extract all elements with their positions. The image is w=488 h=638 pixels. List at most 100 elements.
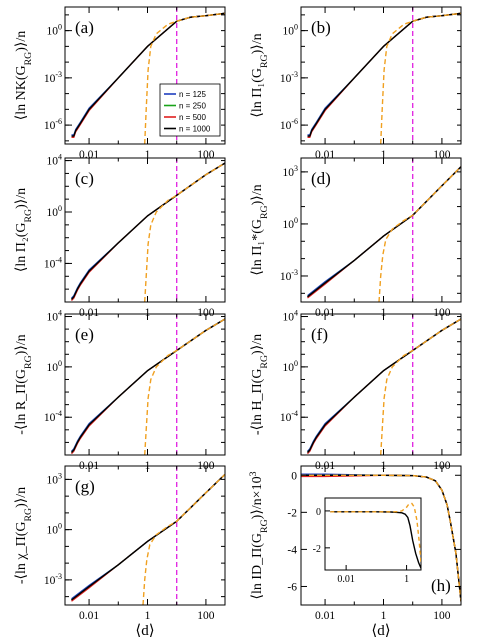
x-axis-label: ⟨d⟩ <box>371 623 390 638</box>
y-tick-label: 100 <box>283 216 299 231</box>
plot-frame <box>300 465 462 606</box>
y-tick-label: 10-6 <box>280 117 298 132</box>
y-tick-label: 104 <box>47 153 63 168</box>
panel-h: 0.01 1 100 0 -2 -4 -6 (h) ⟨ln ID_Π(GRG)⟩/n×103 ⟨d… <box>248 465 462 638</box>
y-axis-label: -⟨ln χ_Π(GRG)⟩/n <box>14 487 34 584</box>
x-axis-label: ⟨d⟩ <box>135 623 154 638</box>
panel-label: (b) <box>311 18 331 37</box>
inset-y-tick-label: -2 <box>313 544 321 555</box>
series-n-500 <box>71 162 225 302</box>
panel-d: 0.01 1 100 103 100 10-3 (d) ⟨ln Π₁*(GRG)⟩/n <box>250 157 462 319</box>
y-tick-label: 100 <box>47 522 63 537</box>
y-tick-label: 10-3 <box>280 70 298 85</box>
plot-frame <box>300 6 462 145</box>
series-n-1000 <box>70 162 225 300</box>
series-n-1000 <box>301 474 461 602</box>
inset-series <box>330 511 421 569</box>
series-n-125 <box>307 318 461 452</box>
panel-label: (f) <box>311 325 328 344</box>
plot-frame <box>64 465 226 606</box>
panel-label: (h) <box>431 576 451 595</box>
y-tick-label: -2 <box>287 507 297 519</box>
series-n-250 <box>307 318 461 453</box>
y-axis-label: ⟨ln NK(GRG)⟩/n <box>14 31 34 121</box>
panel-e: 0.01 1 100 104 100 10-4 (e) -⟨ln R_Π(GRG)⟩/n <box>14 309 226 472</box>
inset-x-tick-label: 1 <box>404 574 409 585</box>
legend-entry: n = 1000 <box>179 125 211 134</box>
x-tick-label: 0.01 <box>315 610 335 622</box>
panel-g: 0.01 1 100 103 100 10-3 (g) -⟨ln χ_Π(GRG)⟩/n ⟨d⟩ <box>14 465 226 638</box>
y-tick-label: 100 <box>47 204 63 219</box>
y-tick-label: 103 <box>283 164 299 179</box>
y-tick-label: 104 <box>47 309 63 324</box>
dashed-series <box>144 318 225 455</box>
panel-c: 0.01 1 100 104 100 10-4 (c) ⟨ln Π₂(GRG)⟩/n <box>14 153 226 319</box>
x-tick-label: 1 <box>381 307 387 319</box>
panel-label: (d) <box>311 169 331 188</box>
panel-f: 0.01 1 100 104 100 10-4 (f) -⟨ln H_Π(GRG)⟩/n <box>250 309 462 472</box>
x-tick-label: 1 <box>381 149 387 161</box>
plot-frame <box>64 157 226 303</box>
dashed-series <box>144 162 225 302</box>
inset-dashed-series <box>330 502 421 563</box>
legend: n = 125 n = 250 n = 500 n = 1000 <box>159 83 221 137</box>
plot-frame <box>64 313 226 456</box>
x-tick-label: 1 <box>145 149 151 161</box>
y-tick-label: 100 <box>283 23 299 38</box>
y-tick-label: 10-3 <box>44 572 62 587</box>
y-tick-label: -4 <box>287 544 297 556</box>
panel-label: (c) <box>75 169 94 188</box>
legend-entry: n = 125 <box>179 90 206 99</box>
series-n-1000 <box>70 318 225 453</box>
series-n-125 <box>71 162 225 299</box>
y-tick-label: -6 <box>287 581 297 593</box>
y-tick-label: 10-4 <box>44 255 62 270</box>
series-n-250 <box>71 318 225 453</box>
x-tick-label: 100 <box>197 307 215 319</box>
y-tick-label: 100 <box>283 359 299 374</box>
y-axis-label: ⟨ln Π₁*(GRG)⟩/n <box>250 184 270 275</box>
series-n-125 <box>71 318 225 452</box>
y-tick-label: 100 <box>47 23 63 38</box>
y-tick-label: 10-4 <box>280 409 298 424</box>
y-tick-label: 10-3 <box>280 268 298 283</box>
series-n-250 <box>71 162 225 300</box>
plot-frame <box>300 157 462 303</box>
series-n-500 <box>71 318 225 455</box>
inset-x-tick-label: 0.01 <box>337 574 355 585</box>
legend-entry: n = 250 <box>179 102 206 111</box>
x-tick-label: 1 <box>381 610 387 622</box>
y-axis-label: -⟨ln H_Π(GRG)⟩/n <box>250 334 270 435</box>
inset-plot: 0.01 1 0 -2 <box>313 497 422 585</box>
x-tick-label: 1 <box>145 610 151 622</box>
y-tick-label: 0 <box>291 470 297 482</box>
x-tick-label: 0.01 <box>315 307 335 319</box>
series-n-1000 <box>307 166 461 298</box>
series-n-1000 <box>306 318 461 453</box>
y-tick-label: 10-3 <box>44 70 62 85</box>
inset-y-tick-label: 0 <box>316 507 321 518</box>
y-tick-label: 104 <box>283 309 299 324</box>
panel-label: (g) <box>75 477 95 496</box>
x-tick-label: 0.01 <box>79 610 99 622</box>
legend-entry: n = 500 <box>179 113 206 122</box>
dashed-series <box>378 166 461 302</box>
panel-label: (e) <box>75 325 94 344</box>
x-tick-label: 100 <box>197 610 215 622</box>
y-tick-label: 10-4 <box>44 409 62 424</box>
x-tick-label: 0.01 <box>79 307 99 319</box>
y-tick-label: 100 <box>47 359 63 374</box>
panel-label: (a) <box>75 18 94 37</box>
y-axis-label: ⟨ln Π₁(GRG)⟩/n <box>250 33 270 117</box>
dashed-series <box>142 473 225 605</box>
series-n-500 <box>307 318 461 455</box>
x-tick-label: 1 <box>145 307 151 319</box>
y-tick-label: 10-6 <box>44 117 62 132</box>
y-axis-label: ⟨ln Π₂(GRG)⟩/n <box>14 188 34 272</box>
y-axis-label: ⟨ln ID_Π(GRG)⟩/n×103 <box>248 471 270 599</box>
dashed-series <box>380 12 461 144</box>
x-tick-label: 100 <box>433 610 451 622</box>
